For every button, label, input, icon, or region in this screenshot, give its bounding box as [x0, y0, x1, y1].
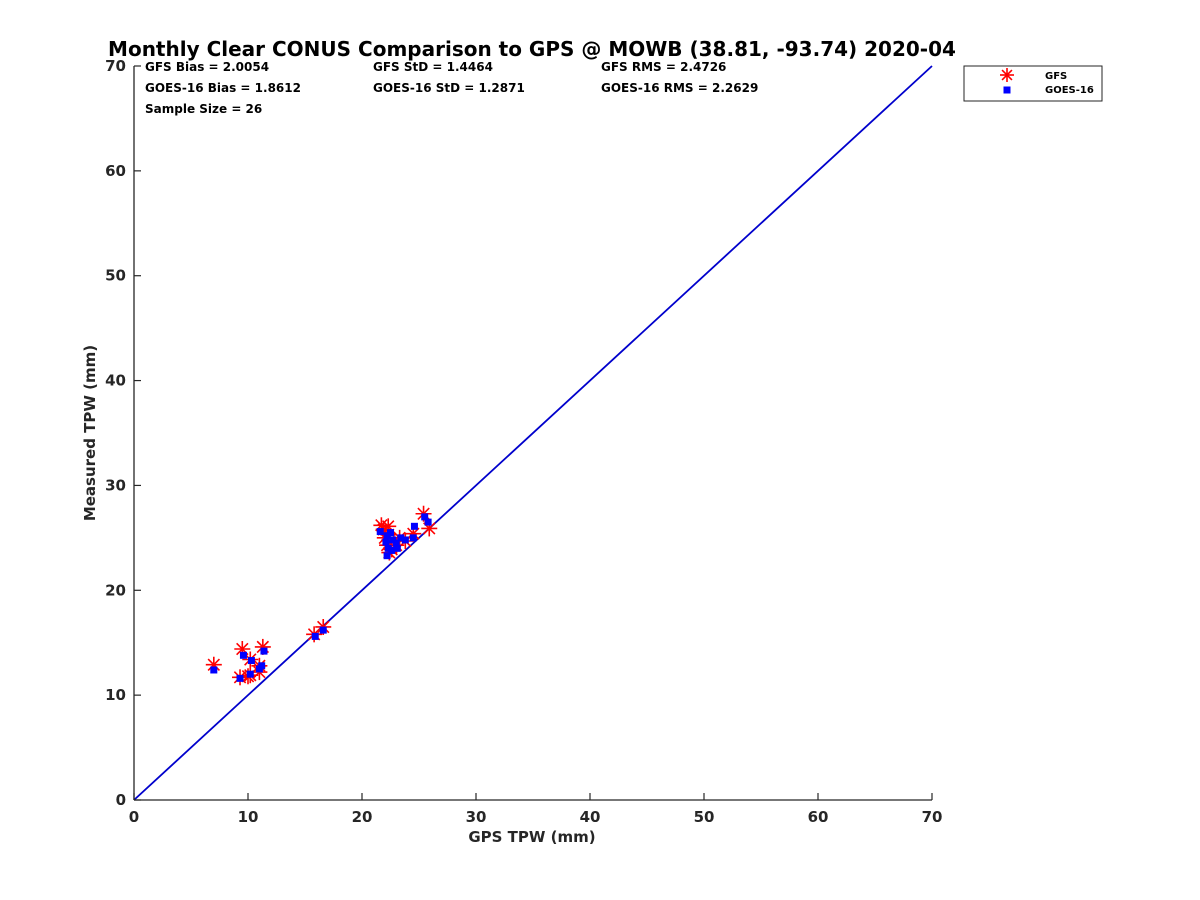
- goes-series: [210, 513, 432, 682]
- goes-rms-text: GOES-16 RMS = 2.2629: [601, 81, 758, 95]
- y-tick-label: 10: [105, 686, 126, 704]
- goes-std-text: GOES-16 StD = 1.2871: [373, 81, 525, 95]
- goes-point: [397, 534, 405, 542]
- goes-point: [260, 647, 268, 655]
- reference-line-layer: [133, 65, 933, 801]
- goes-point: [311, 632, 319, 640]
- goes-point: [210, 666, 218, 674]
- x-tick-label: 70: [922, 808, 943, 826]
- goes-point: [246, 670, 254, 678]
- x-tick-label: 10: [238, 808, 259, 826]
- goes-point: [388, 546, 396, 554]
- legend-goes-label: GOES-16: [1045, 85, 1094, 96]
- gfs-std-text: GFS StD = 1.4464: [373, 60, 493, 74]
- legend-gfs-label: GFS: [1045, 71, 1067, 82]
- reference-line: [133, 65, 933, 801]
- goes-point: [376, 528, 384, 536]
- goes-point: [258, 662, 266, 670]
- sample-size-text: Sample Size = 26: [145, 102, 262, 116]
- legend-box: [963, 65, 1103, 102]
- x-tick-label: 50: [694, 808, 715, 826]
- goes-point: [382, 538, 390, 546]
- x-tick-label: 60: [808, 808, 829, 826]
- plot-area: 0 10 20 30 40 50 60 70 0 10 20 30 40 50 60 70: [105, 57, 942, 826]
- goes-point: [319, 626, 327, 634]
- y-tick-label: 0: [116, 791, 126, 809]
- legend-gfs-marker-shape: [1000, 68, 1014, 82]
- x-tick-label: 30: [466, 808, 487, 826]
- legend-goes-marker-shape: [1003, 86, 1011, 94]
- y-ticks: 0 10 20 30 40 50 60 70: [105, 57, 141, 809]
- goes-point: [421, 513, 429, 521]
- goes-point: [401, 536, 409, 544]
- goes-point: [392, 539, 400, 547]
- gfs-bias-text: GFS Bias = 2.0054: [145, 60, 269, 74]
- legend: GFS GOES-16: [963, 65, 1103, 102]
- goes-point: [409, 534, 417, 542]
- goes-point: [383, 552, 391, 560]
- goes-bias-text: GOES-16 Bias = 1.8612: [145, 81, 301, 95]
- legend-goes-square-icon: [1003, 86, 1011, 94]
- goes-point: [410, 522, 418, 530]
- stats-block: GFS Bias = 2.0054 GOES-16 Bias = 1.8612 …: [145, 60, 758, 116]
- y-tick-label: 70: [105, 57, 126, 75]
- goes-point: [239, 651, 247, 659]
- y-tick-label: 50: [105, 267, 126, 285]
- goes-point: [424, 518, 432, 526]
- axes-frame: [133, 66, 932, 801]
- goes-point: [393, 544, 401, 552]
- gfs-rms-text: GFS RMS = 2.4726: [601, 60, 726, 74]
- y-tick-label: 30: [105, 476, 126, 494]
- legend-gfs-asterisk-icon: [1000, 68, 1014, 82]
- goes-point: [236, 674, 244, 682]
- y-axis-label: Measured TPW (mm): [81, 345, 99, 521]
- chart-title: Monthly Clear CONUS Comparison to GPS @ …: [108, 37, 956, 61]
- y-tick-label: 60: [105, 162, 126, 180]
- x-ticks: 0 10 20 30 40 50 60 70: [129, 793, 943, 826]
- goes-point: [247, 657, 255, 665]
- goes-point: [387, 529, 394, 537]
- x-axis-label: GPS TPW (mm): [468, 828, 595, 846]
- x-tick-label: 0: [129, 808, 139, 826]
- y-tick-label: 40: [105, 372, 126, 390]
- x-tick-label: 40: [580, 808, 601, 826]
- y-tick-label: 20: [105, 581, 126, 599]
- x-tick-label: 20: [352, 808, 373, 826]
